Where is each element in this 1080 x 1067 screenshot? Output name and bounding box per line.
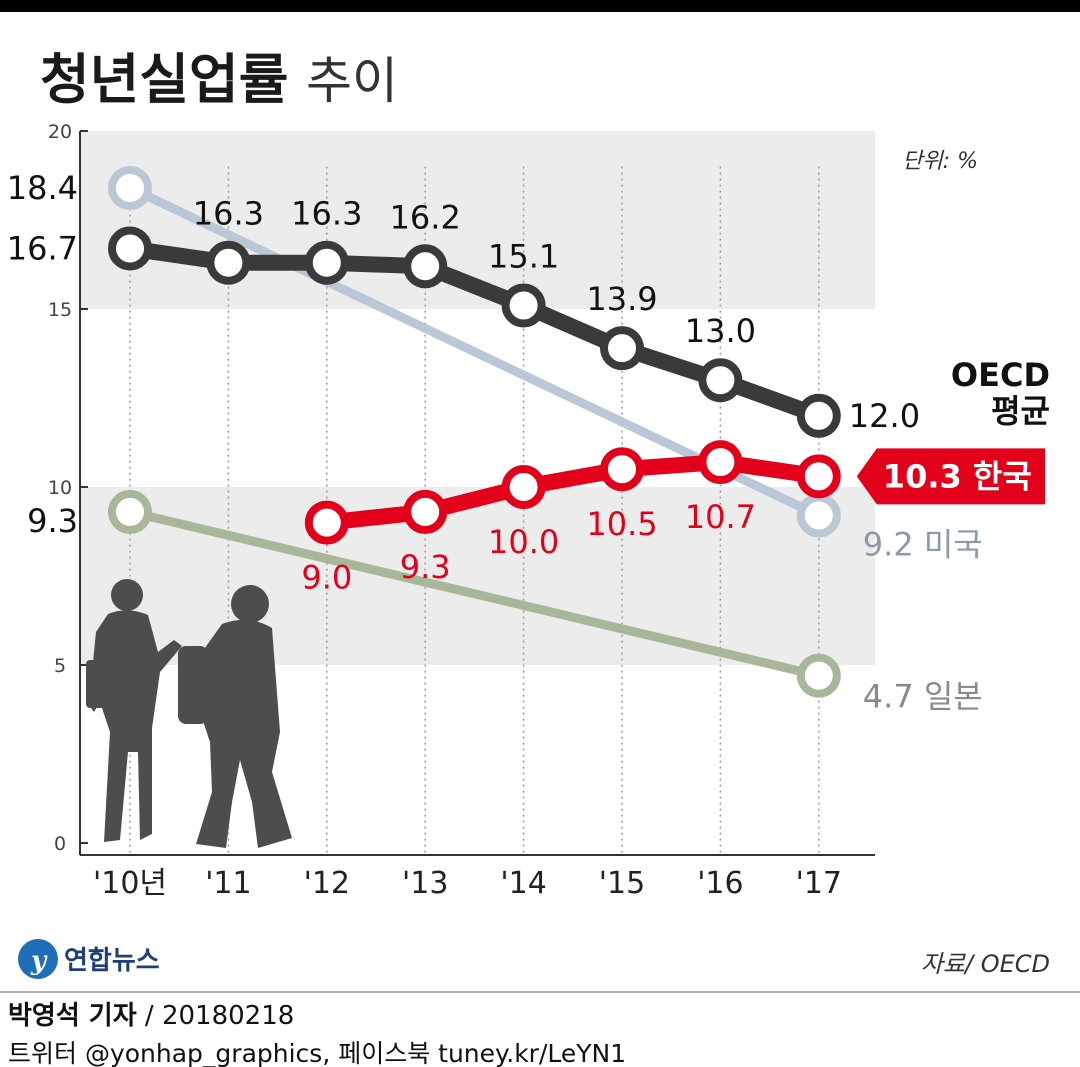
chart: 청년실업률 추이 단위: % 0 5 10 15 20 '10년 '11 '12 '13 '14 '… xyxy=(0,48,1080,1067)
series-0 xyxy=(108,226,841,438)
data-point xyxy=(304,240,349,285)
data-point xyxy=(600,447,644,492)
x-tick-label: '13 xyxy=(402,866,448,901)
x-tick-label: '11 xyxy=(205,866,251,901)
data-label: 13.0 xyxy=(685,312,756,350)
data-label: 12.0 xyxy=(849,397,920,435)
series-line xyxy=(125,507,824,681)
chart-title-suffix: 추이 xyxy=(306,52,398,110)
data-label: 16.3 xyxy=(193,195,264,233)
data-label: 10.0 xyxy=(488,523,559,561)
y-tick-label: 15 xyxy=(48,299,72,321)
x-tick-label: '14 xyxy=(500,866,546,901)
data-point xyxy=(108,489,152,534)
label-layer: 16.7 16.3 16.3 16.2 15.1 13.9 13.0 12.0 OECD 평균 9.… xyxy=(7,169,1050,716)
footer-social: 트위터 @yonhap_graphics, 페이스북 tuney.kr/LeYN… xyxy=(8,1039,626,1067)
axes: 0 5 10 15 20 '10년 '11 '12 '13 '14 '15 '16 '17 xyxy=(48,121,875,901)
data-point xyxy=(796,493,841,538)
data-point xyxy=(796,653,841,698)
reporter-name: 박영석 기자 xyxy=(8,1001,137,1031)
data-point xyxy=(108,226,152,271)
data-point xyxy=(698,440,743,485)
chart-title: 청년실업률 xyxy=(40,48,288,111)
y-tick-label: 10 xyxy=(48,477,72,499)
x-tick-label: '12 xyxy=(304,866,350,901)
data-point xyxy=(796,393,841,438)
series-name-line: OECD xyxy=(951,356,1050,394)
data-point xyxy=(206,240,251,285)
svg-text:y: y xyxy=(30,946,48,976)
reporter-credit: 박영석 기자 / 20180218 xyxy=(8,1001,294,1031)
series-name-line: 평균 xyxy=(991,392,1050,430)
data-label: 10.7 xyxy=(685,498,756,536)
background-band xyxy=(80,487,875,665)
data-label: 15.1 xyxy=(488,237,559,275)
x-tick-label: '15 xyxy=(599,866,645,901)
data-point xyxy=(108,165,152,210)
data-label: 10.3 한국 xyxy=(883,457,1032,495)
data-label: 16.3 xyxy=(291,195,362,233)
data-label: 9.0 xyxy=(301,559,352,597)
unit-label: 단위: % xyxy=(902,149,978,174)
data-label: 9.3 xyxy=(27,502,78,540)
data-label: 13.9 xyxy=(586,280,657,318)
data-label: 16.7 xyxy=(7,229,78,267)
korea-callout-box xyxy=(856,448,1045,505)
data-label: 9.3 xyxy=(400,548,451,586)
yonhap-logo: y 연합뉴스 xyxy=(18,939,160,979)
data-label: 4.7 일본 xyxy=(863,678,983,716)
series-layer xyxy=(108,165,841,698)
data-point xyxy=(304,500,349,545)
people-silhouette-illustration xyxy=(86,579,292,848)
data-label: 18.4 xyxy=(7,169,78,207)
data-point xyxy=(501,465,546,509)
source-label: 자료/ OECD xyxy=(921,950,1050,978)
infographic-card: 청년실업률 추이 단위: % 0 5 10 15 20 '10년 '11 '12 '13 '14 '… xyxy=(0,12,1080,1067)
data-point xyxy=(600,326,644,371)
y-tick-label: 20 xyxy=(48,121,72,143)
x-tick-label: '16 xyxy=(697,866,743,901)
credit-date: / 20180218 xyxy=(137,1001,295,1031)
data-label: 9.2 미국 xyxy=(863,525,983,563)
data-point xyxy=(796,454,841,499)
x-tick-label: '17 xyxy=(796,866,842,901)
x-tick-label: '10년 xyxy=(93,866,167,901)
data-point xyxy=(501,283,546,328)
data-label: 10.5 xyxy=(586,505,657,543)
y-tick-label: 5 xyxy=(54,655,66,677)
data-point xyxy=(698,358,743,403)
series-3 xyxy=(108,489,841,698)
logo-icon xyxy=(18,939,58,979)
logo-text: 연합뉴스 xyxy=(64,946,160,976)
data-point xyxy=(403,244,448,289)
series-name-oecd: OECD 평균 xyxy=(951,356,1050,430)
data-label: 16.2 xyxy=(390,198,461,236)
y-tick-label: 0 xyxy=(54,833,66,855)
series-1 xyxy=(304,440,841,545)
data-point xyxy=(403,489,448,534)
background-bands xyxy=(80,131,875,665)
